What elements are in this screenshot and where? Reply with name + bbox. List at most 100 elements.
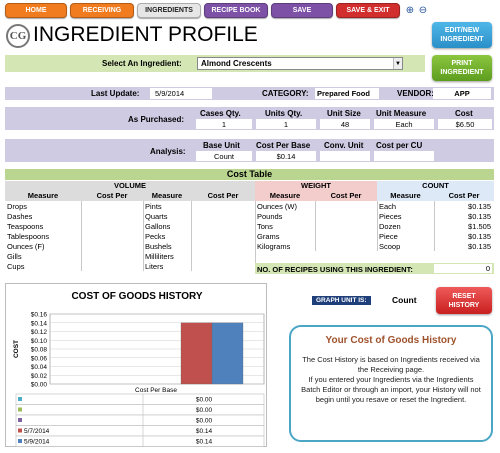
table-value: $0.14	[196, 439, 213, 446]
base-unit-text: Count	[213, 151, 234, 161]
legend-swatch	[18, 418, 22, 422]
vendor-text: APP	[454, 89, 470, 98]
list-item: Ounces (F)	[7, 242, 45, 251]
cost-table-title: Cost Table	[5, 169, 494, 180]
grid-line	[143, 201, 144, 271]
unit-size-value[interactable]: 48	[320, 119, 370, 129]
y-axis-label: COST	[13, 340, 20, 358]
y-tick-label: $0.12	[31, 329, 48, 336]
count-measure-header: Measure	[377, 191, 434, 201]
info-text-2: If you entered your Ingredients via the …	[301, 375, 481, 404]
save-exit-button[interactable]: SAVE & EXIT	[336, 3, 400, 18]
grid-line	[191, 201, 192, 271]
zoom-in-icon[interactable]: ⊕	[405, 4, 415, 16]
cost-value[interactable]: $6.50	[438, 119, 492, 129]
cost-per-cu-header: Cost per CU	[376, 141, 423, 150]
category-text: Prepared Food	[317, 89, 370, 98]
legend-label: 5/7/2014	[24, 428, 50, 435]
chevron-down-icon[interactable]: ▼	[393, 58, 402, 69]
list-item: Tons	[257, 222, 273, 231]
y-tick-label: $0.16	[31, 312, 48, 319]
edit-new-ingredient-button[interactable]: EDIT/NEW INGREDIENT	[432, 22, 492, 48]
table-row	[15, 425, 265, 437]
cost-header: Cost	[455, 109, 473, 118]
y-tick-label: $0.00	[31, 382, 48, 389]
count-costper-header: Cost Per	[434, 191, 494, 201]
receiving-button[interactable]: RECEIVING	[70, 3, 134, 18]
weight-header: WEIGHT	[255, 181, 377, 191]
list-item: Grams	[257, 232, 280, 241]
logo: CG	[6, 24, 30, 48]
list-item: Pieces	[379, 212, 402, 221]
zoom-out-icon[interactable]: ⊖	[418, 4, 428, 16]
reset-history-button[interactable]: RESET HISTORY	[436, 287, 492, 314]
save-button[interactable]: SAVE	[271, 3, 333, 18]
list-item: Tablespoons	[7, 232, 50, 241]
select-ingredient-label: Select An Ingredient:	[102, 59, 182, 68]
graph-unit-value: Count	[392, 295, 417, 305]
list-item: $0.135	[468, 202, 491, 211]
list-item: Bushels	[145, 242, 172, 251]
list-item: $0.135	[468, 212, 491, 221]
list-item: Pecks	[145, 232, 166, 241]
recipes-count-text: 0	[485, 264, 490, 273]
grid-line	[315, 201, 316, 251]
home-button[interactable]: HOME	[5, 3, 67, 18]
table-row	[15, 435, 265, 447]
vol-costper-header-1: Cost Per	[81, 191, 143, 201]
list-item: Milliliters	[145, 252, 174, 261]
vendor-value: APP	[433, 88, 491, 99]
legend-swatch	[18, 397, 22, 401]
print-ingredient-button[interactable]: PRINT INGREDIENT	[432, 55, 492, 81]
info-text-1: The Cost History is based on Ingredients…	[302, 355, 480, 374]
table-value: $0.14	[196, 428, 213, 435]
recipes-count-band	[255, 263, 494, 274]
analysis-band	[5, 139, 494, 162]
cases-qty-value[interactable]: 1	[196, 119, 252, 129]
list-item: Drops	[7, 202, 28, 211]
y-tick-label: $0.10	[31, 338, 48, 345]
edit-new-line1: EDIT/NEW	[444, 27, 480, 34]
list-item: $0.135	[468, 242, 491, 251]
cases-qty-header: Cases Qty.	[200, 109, 241, 118]
last-update-text: 5/9/2014	[155, 89, 185, 98]
ingredient-select-value: Almond Crescents	[201, 59, 272, 68]
reset-line1: RESET	[452, 292, 476, 300]
list-item: Scoop	[379, 242, 401, 251]
table-value: $0.00	[196, 407, 213, 414]
category-label: CATEGORY:	[262, 89, 309, 98]
unit-measure-header: Unit Measure	[376, 109, 427, 118]
recipes-count-value: 0	[434, 264, 492, 273]
bar	[211, 322, 244, 385]
ingredients-button[interactable]: INGREDIENTS	[137, 3, 201, 18]
count-header: COUNT	[377, 181, 494, 191]
units-qty-header: Units Qty.	[265, 109, 303, 118]
print-line2: INGREDIENT	[440, 69, 484, 76]
chart-title: COST OF GOODS HISTORY	[71, 291, 203, 302]
list-item: Kilograms	[257, 242, 291, 251]
conv-unit-header: Conv. Unit	[324, 141, 364, 150]
edit-new-line2: INGREDIENT	[440, 36, 484, 43]
list-item: $0.135	[468, 232, 491, 241]
weight-measure-header: Measure	[255, 191, 315, 201]
recipe-book-button[interactable]: RECIPE BOOK	[204, 3, 268, 18]
table-row	[15, 404, 265, 416]
volume-header: VOLUME	[5, 181, 255, 191]
ingredient-select[interactable]: Almond Crescents ▼	[197, 57, 403, 70]
graph-unit-label: GRAPH UNIT IS:	[312, 296, 371, 305]
weight-costper-header: Cost Per	[315, 191, 377, 201]
units-qty-text: 1	[283, 119, 289, 129]
grid-line	[81, 201, 82, 271]
recipes-count-label: NO. OF RECIPES USING THIS INGREDIENT:	[257, 265, 413, 274]
legend-swatch	[18, 407, 22, 412]
list-item: $1.505	[468, 222, 491, 231]
list-item: Pints	[145, 202, 162, 211]
legend-label: 5/9/2014	[24, 439, 50, 446]
cases-qty-text: 1	[221, 119, 227, 129]
cost-per-base-text: $0.14	[276, 151, 296, 161]
unit-measure-value[interactable]: Each	[374, 119, 434, 129]
cost-text: $6.50	[455, 119, 475, 129]
list-item: Liters	[145, 262, 164, 271]
page-title: INGREDIENT PROFILE	[33, 23, 258, 46]
units-qty-value[interactable]: 1	[256, 119, 316, 129]
